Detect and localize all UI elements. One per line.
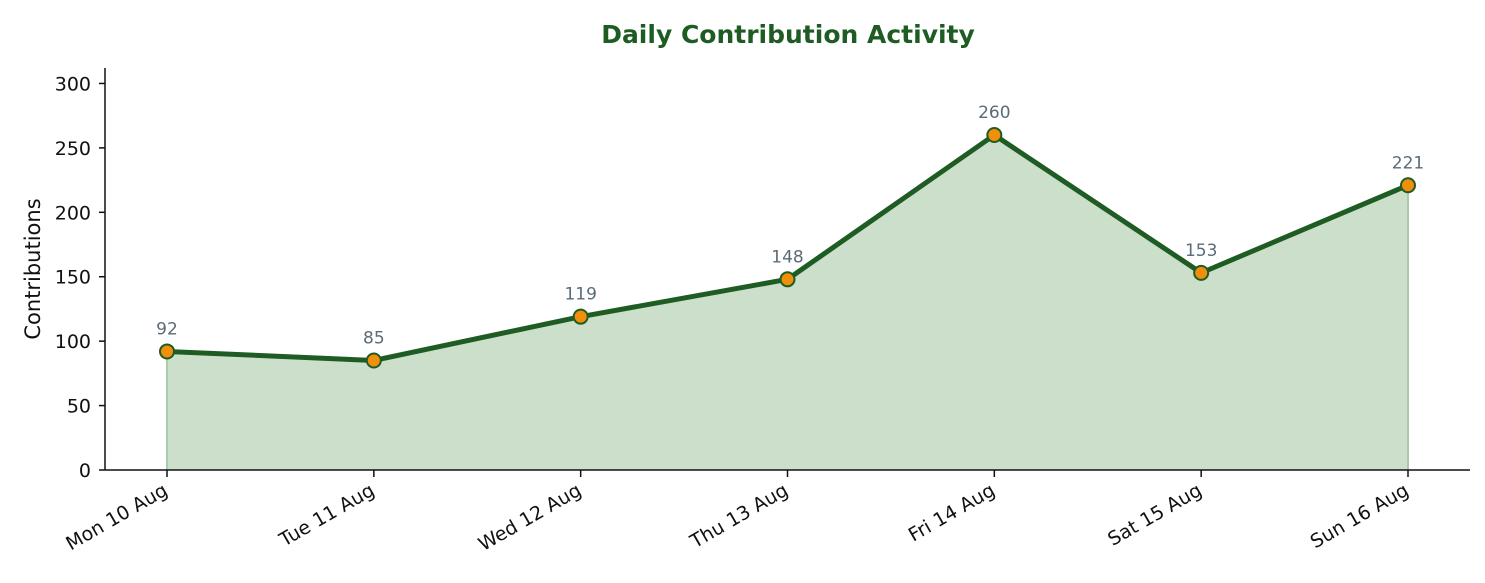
data-point[interactable] [779, 271, 796, 288]
data-point[interactable] [986, 127, 1003, 143]
y-tick-label: 50 [67, 396, 91, 418]
x-tick-label: Sun 16 Aug [1307, 479, 1413, 553]
data-point[interactable] [572, 308, 589, 325]
data-label: 92 [156, 319, 178, 339]
y-tick-label: 0 [79, 460, 91, 482]
data-label: 119 [564, 285, 596, 305]
chart-title: Daily Contribution Activity [601, 20, 975, 49]
marker-layer [159, 127, 1416, 369]
x-tick-label: Mon 10 Aug [62, 479, 171, 555]
data-label-layer: 92 85 119 148 260 153 221 [156, 103, 1424, 348]
data-label: 85 [363, 328, 385, 348]
x-tick-label: Tue 11 Aug [275, 479, 379, 551]
data-point[interactable] [1400, 177, 1416, 194]
area-fill [167, 135, 1408, 470]
data-point[interactable] [365, 352, 382, 369]
data-point[interactable] [1193, 264, 1210, 281]
x-tick-label: Sat 15 Aug [1104, 479, 1206, 550]
y-axis-label: Contributions [21, 198, 45, 339]
data-label: 260 [978, 103, 1010, 123]
y-tick-label: 250 [55, 138, 91, 160]
data-point[interactable] [159, 343, 175, 360]
y-tick-label: 200 [55, 202, 91, 224]
data-label: 148 [771, 247, 803, 267]
area-layer [166, 135, 1409, 470]
y-tick-label: 300 [55, 73, 91, 95]
x-tick-label: Thu 13 Aug [686, 479, 792, 553]
data-label: 153 [1185, 241, 1217, 261]
x-tick-label: Fri 14 Aug [905, 479, 999, 546]
x-tick-label: Wed 12 Aug [475, 479, 585, 555]
data-label: 221 [1392, 153, 1424, 173]
y-tick-label: 100 [55, 331, 91, 353]
y-tick-label: 150 [55, 267, 91, 289]
